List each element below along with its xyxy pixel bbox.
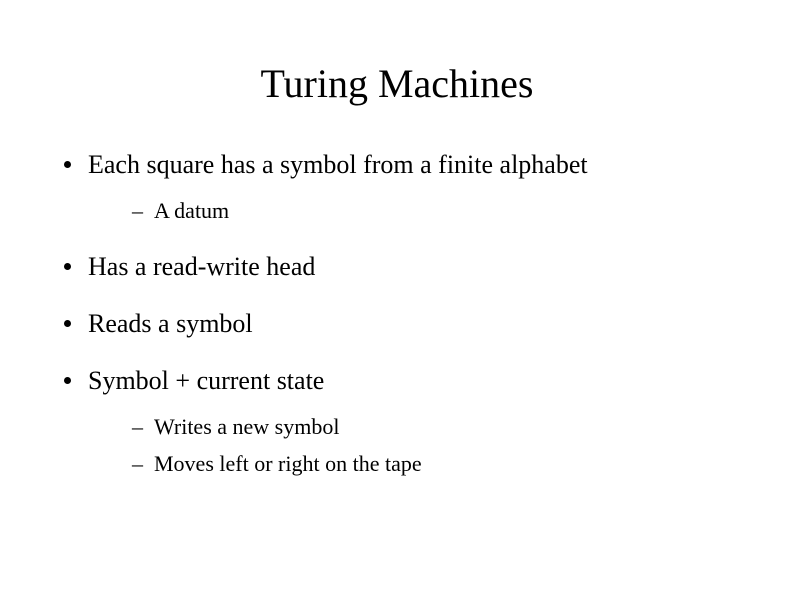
sub-bullet-item: Writes a new symbol [132,412,744,443]
sub-bullet-list: A datum [88,196,744,227]
slide: Turing Machines Each square has a symbol… [0,0,794,595]
bullet-list: Each square has a symbol from a finite a… [50,147,744,480]
bullet-text: Has a read-write head [88,252,315,281]
bullet-item: Symbol + current state Writes a new symb… [64,363,744,480]
sub-bullet-item: Moves left or right on the tape [132,449,744,480]
bullet-text: Reads a symbol [88,309,253,338]
slide-title: Turing Machines [50,60,744,107]
bullet-text: Symbol + current state [88,366,324,395]
bullet-item: Each square has a symbol from a finite a… [64,147,744,227]
bullet-item: Reads a symbol [64,306,744,341]
bullet-item: Has a read-write head [64,249,744,284]
sub-bullet-list: Writes a new symbol Moves left or right … [88,412,744,480]
sub-bullet-item: A datum [132,196,744,227]
bullet-text: Each square has a symbol from a finite a… [88,150,588,179]
